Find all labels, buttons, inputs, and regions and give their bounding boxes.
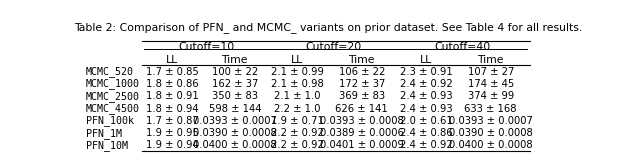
Text: 626 ± 141: 626 ± 141 [335,103,388,114]
Text: 2.2 ± 0.92: 2.2 ± 0.92 [271,140,324,150]
Text: 1.9 ± 0.95: 1.9 ± 0.95 [146,128,198,138]
Text: 2.1 ± 1.0: 2.1 ± 1.0 [274,91,321,101]
Text: 106 ± 22: 106 ± 22 [339,67,385,77]
Text: 2.4 ± 0.86: 2.4 ± 0.86 [400,128,452,138]
Text: 162 ± 37: 162 ± 37 [212,79,258,89]
Text: 0.0393 ± 0.0007: 0.0393 ± 0.0007 [193,116,276,126]
Text: 1.8 ± 0.91: 1.8 ± 0.91 [146,91,198,101]
Text: MCMC_4500: MCMC_4500 [86,103,140,114]
Text: PFN_1M: PFN_1M [86,128,122,139]
Text: MCMC_520: MCMC_520 [86,66,134,77]
Text: 369 ± 83: 369 ± 83 [339,91,385,101]
Text: LL: LL [291,55,303,65]
Text: 0.0400 ± 0.0008: 0.0400 ± 0.0008 [449,140,532,150]
Text: 2.1 ± 0.99: 2.1 ± 0.99 [271,67,324,77]
Text: Time: Time [348,55,375,65]
Text: Cutoff=10: Cutoff=10 [179,42,235,52]
Text: PFN_10M: PFN_10M [86,140,128,151]
Text: LL: LL [166,55,179,65]
Text: 0.0390 ± 0.0008: 0.0390 ± 0.0008 [193,128,276,138]
Text: 100 ± 22: 100 ± 22 [212,67,258,77]
Text: 1.9 ± 0.71: 1.9 ± 0.71 [271,116,324,126]
Text: MCMC_2500: MCMC_2500 [86,91,140,102]
Text: LL: LL [420,55,433,65]
Text: MCMC_1000: MCMC_1000 [86,78,140,89]
Text: 0.0393 ± 0.0007: 0.0393 ± 0.0007 [449,116,532,126]
Text: 172 ± 37: 172 ± 37 [339,79,385,89]
Text: 2.3 ± 0.91: 2.3 ± 0.91 [400,67,452,77]
Text: 0.0389 ± 0.0006: 0.0389 ± 0.0006 [320,128,404,138]
Text: 598 ± 144: 598 ± 144 [209,103,261,114]
Text: 633 ± 168: 633 ± 168 [465,103,517,114]
Text: 374 ± 99: 374 ± 99 [468,91,514,101]
Text: 2.2 ± 1.0: 2.2 ± 1.0 [274,103,321,114]
Text: Time: Time [477,55,504,65]
Text: 1.7 ± 0.87: 1.7 ± 0.87 [146,116,198,126]
Text: 350 ± 83: 350 ± 83 [212,91,258,101]
Text: 2.4 ± 0.92: 2.4 ± 0.92 [400,140,452,150]
Text: 0.0400 ± 0.0008: 0.0400 ± 0.0008 [193,140,276,150]
Text: 1.8 ± 0.86: 1.8 ± 0.86 [146,79,198,89]
Text: Cutoff=40: Cutoff=40 [435,42,491,52]
Text: Time: Time [221,55,248,65]
Text: 2.2 ± 0.92: 2.2 ± 0.92 [271,128,324,138]
Text: 1.8 ± 0.94: 1.8 ± 0.94 [146,103,198,114]
Text: Table 2: Comparison of PFN_ and MCMC_ variants on prior dataset. See Table 4 for: Table 2: Comparison of PFN_ and MCMC_ va… [74,22,582,33]
Text: Cutoff=20: Cutoff=20 [306,42,362,52]
Text: 2.0 ± 0.61: 2.0 ± 0.61 [400,116,452,126]
Text: 1.7 ± 0.85: 1.7 ± 0.85 [146,67,198,77]
Text: 0.0401 ± 0.0009: 0.0401 ± 0.0009 [320,140,404,150]
Text: 0.0390 ± 0.0008: 0.0390 ± 0.0008 [449,128,532,138]
Text: 174 ± 45: 174 ± 45 [468,79,514,89]
Text: 0.0393 ± 0.0008: 0.0393 ± 0.0008 [320,116,404,126]
Text: PFN_100k: PFN_100k [86,115,134,126]
Text: 2.1 ± 0.98: 2.1 ± 0.98 [271,79,324,89]
Text: 2.4 ± 0.93: 2.4 ± 0.93 [400,103,452,114]
Text: 2.4 ± 0.92: 2.4 ± 0.92 [400,79,452,89]
Text: 2.4 ± 0.93: 2.4 ± 0.93 [400,91,452,101]
Text: 107 ± 27: 107 ± 27 [467,67,514,77]
Text: 1.9 ± 0.94: 1.9 ± 0.94 [146,140,198,150]
